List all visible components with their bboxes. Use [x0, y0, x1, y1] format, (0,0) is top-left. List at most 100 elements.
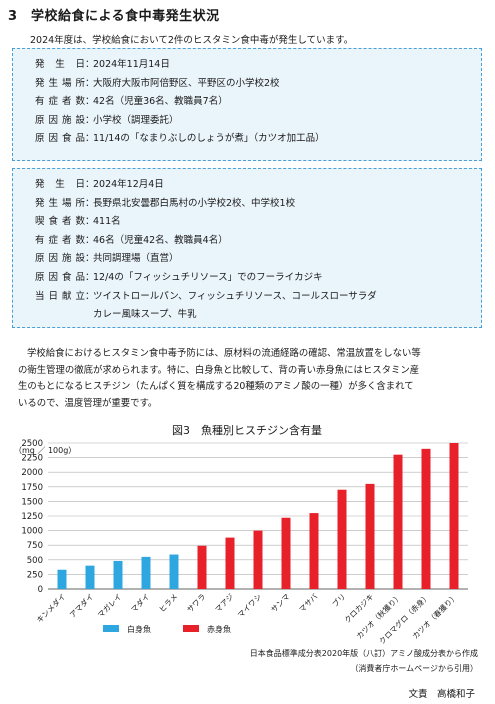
- bar: [113, 560, 123, 589]
- incident-row: 有症者数： 42名（児童36名、教職員7名）: [35, 93, 481, 112]
- legend-swatch: [183, 625, 199, 632]
- paragraph-line: いるので、温度管理が重要です。: [18, 397, 158, 409]
- legend-label: 白身魚: [127, 624, 151, 634]
- paragraph-line: 生のもとになるヒスチジン（たんぱく質を構成する20種類のアミノ酸の一種）が多く含…: [18, 381, 414, 392]
- incident-row: 有症者数： 46名（児童42名、教職員4名）: [35, 232, 481, 251]
- incident-value: 411名: [93, 216, 121, 228]
- author-credit: 文責 高橋和子: [408, 689, 475, 700]
- incident-value: 2024年12月4日: [93, 179, 164, 190]
- histidine-chart: 図3 魚種別ヒスチジン含有量 （mg ／ 100g） 0 250 500 750 1000 1…: [14, 423, 478, 673]
- incident-label: 原因施設: [35, 253, 85, 265]
- incident-label: 発生場所: [35, 197, 85, 209]
- prevention-paragraph: 学校給食におけるヒスタミン食中毒予防には、原材料の流通経路の確認、常温放置をしな…: [18, 346, 483, 412]
- paragraph-line: 学校給食におけるヒスタミン食中毒予防には、原材料の流通経路の確認、常温放置をしな…: [27, 348, 421, 359]
- incident-value: 小学校（調理委託）: [93, 114, 179, 126]
- bar: [57, 569, 67, 589]
- y-tick-label: 2000: [21, 468, 43, 478]
- y-tick-label: 750: [27, 541, 43, 551]
- x-tick-label: アマダイ: [67, 591, 95, 619]
- incident-label: 当日献立: [35, 290, 85, 302]
- incident-row: 発生場所：大阪府大阪市阿倍野区、平野区の小学校2校: [35, 75, 481, 94]
- x-tick-label: サンマ: [269, 592, 291, 614]
- incident-row: 発生日： 2024年12月4日: [35, 176, 481, 195]
- bar: [169, 554, 179, 589]
- incident-value-continuation: カレー風味スープ、牛乳: [93, 309, 197, 321]
- x-tick-label: キンメダイ: [34, 591, 67, 624]
- x-tick-label: マイワシ: [236, 592, 264, 620]
- incident-label: 原因施設: [35, 114, 85, 126]
- y-tick-label: 0: [38, 585, 43, 595]
- incident-row: 喫食者数： 411名: [35, 213, 481, 232]
- incident-row: 当日献立：ツイストロールパン、フィッシュチリソース、コールスローサラダ: [35, 288, 481, 307]
- incident-row: 原因食品： 12/4の「フィッシュチリソース」でのフーライカジキ: [35, 269, 481, 288]
- incident-value: 46名（児童42名、教職員4名）: [93, 234, 228, 246]
- x-tick-label: マダイ: [128, 591, 151, 614]
- bar: [85, 565, 95, 589]
- incident-value: 長野県北安曇郡白馬村の小学校2校、中学校1校: [93, 197, 296, 209]
- y-tick-label: 2250: [21, 454, 43, 464]
- incident-row: 発生場所：長野県北安曇郡白馬村の小学校2校、中学校1校: [35, 195, 481, 214]
- incident-value: 2024年11月14日: [93, 59, 170, 70]
- colon: ：: [85, 77, 95, 89]
- x-tick-label: マガレイ: [95, 591, 123, 619]
- bar: [421, 448, 431, 589]
- source-note: （消費者庁ホームページから引用）: [350, 663, 478, 673]
- paragraph-line: の衛生管理の徹底が求められます。特に、白身魚と比較して、背の青い赤身魚にはヒスタ…: [18, 364, 420, 376]
- incident-label: 原因食品: [35, 271, 85, 283]
- colon: ：: [85, 96, 95, 108]
- colon: ：: [85, 59, 95, 70]
- bar: [449, 443, 459, 589]
- incident-value: 11/14の「なまりぶしのしょうが煮」（カツオ加工品）: [93, 133, 325, 145]
- x-tick-label: ブリ: [330, 591, 348, 609]
- y-axis-unit: （mg ／ 100g）: [14, 446, 76, 455]
- incident-value: 大阪府大阪市阿倍野区、平野区の小学校2校: [93, 77, 280, 89]
- source-note: 日本食品標準成分表2020年版（八訂）アミノ酸成分表から作成: [250, 648, 478, 658]
- bar: [365, 483, 375, 589]
- bar: [281, 517, 291, 589]
- x-tick-label: サワラ: [185, 592, 207, 614]
- chart-title: 図3 魚種別ヒスチジン含有量: [172, 423, 322, 437]
- incident-row: 原因食品： 11/14の「なまりぶしのしょうが煮」（カツオ加工品）: [35, 130, 481, 149]
- section-title: 3 学校給食による食中毒発生状況: [8, 9, 220, 24]
- y-tick-label: 1250: [21, 512, 43, 522]
- colon: ：: [85, 179, 95, 190]
- x-tick-label: クロマグロ（赤身）: [377, 591, 432, 646]
- bar: [309, 513, 319, 589]
- bar: [253, 530, 263, 589]
- incident-value: 共同調理場（直営）: [93, 253, 179, 265]
- bar: [337, 489, 347, 589]
- colon: ：: [85, 290, 95, 302]
- incident-box-1: 発生日： 2024年11月14日 発生場所：大阪府大阪市阿倍野区、平野区の小学校2校…: [12, 48, 482, 161]
- y-tick-label: 250: [27, 570, 43, 580]
- incident-label: 発生場所: [35, 77, 85, 89]
- incident-value: 42名（児童36名、教職員7名）: [93, 96, 228, 108]
- colon: ：: [85, 197, 95, 209]
- y-tick-label: 2500: [21, 439, 43, 449]
- y-tick-label: 1750: [21, 483, 43, 493]
- colon: ：: [85, 114, 95, 126]
- incident-label: 発生日: [35, 59, 85, 70]
- incident-value: ツイストロールパン、フィッシュチリソース、コールスローサラダ: [93, 290, 377, 302]
- incident-box-2: 発生日： 2024年12月4日 発生場所：長野県北安曇郡白馬村の小学校2校、中学校1…: [12, 168, 482, 328]
- incident-row: 原因施設：共同調理場（直営）: [35, 250, 481, 269]
- incident-label: 原因食品: [35, 133, 85, 145]
- bar: [393, 454, 403, 589]
- colon: ：: [85, 234, 95, 246]
- y-tick-label: 500: [27, 556, 43, 566]
- y-tick-label: 1000: [21, 527, 43, 537]
- incident-label: 有症者数: [35, 234, 85, 246]
- x-tick-label: ヒラメ: [157, 592, 179, 614]
- incident-value: 12/4の「フィッシュチリソース」でのフーライカジキ: [93, 271, 323, 283]
- x-tick-label: マサバ: [297, 592, 319, 614]
- colon: ：: [85, 253, 95, 265]
- incident-row: 発生日： 2024年11月14日: [35, 56, 481, 75]
- incident-row: 原因施設：小学校（調理委託）: [35, 112, 481, 131]
- bar: [141, 556, 151, 589]
- incident-label: 発生日: [35, 179, 85, 190]
- y-tick-label: 1500: [21, 497, 43, 507]
- incident-label: 喫食者数: [35, 216, 85, 228]
- colon: ：: [85, 133, 95, 145]
- colon: ：: [85, 271, 95, 283]
- intro-text: 2024年度は、学校給食において2件のヒスタミン食中毒が発生しています。: [30, 35, 354, 46]
- bar: [225, 537, 235, 589]
